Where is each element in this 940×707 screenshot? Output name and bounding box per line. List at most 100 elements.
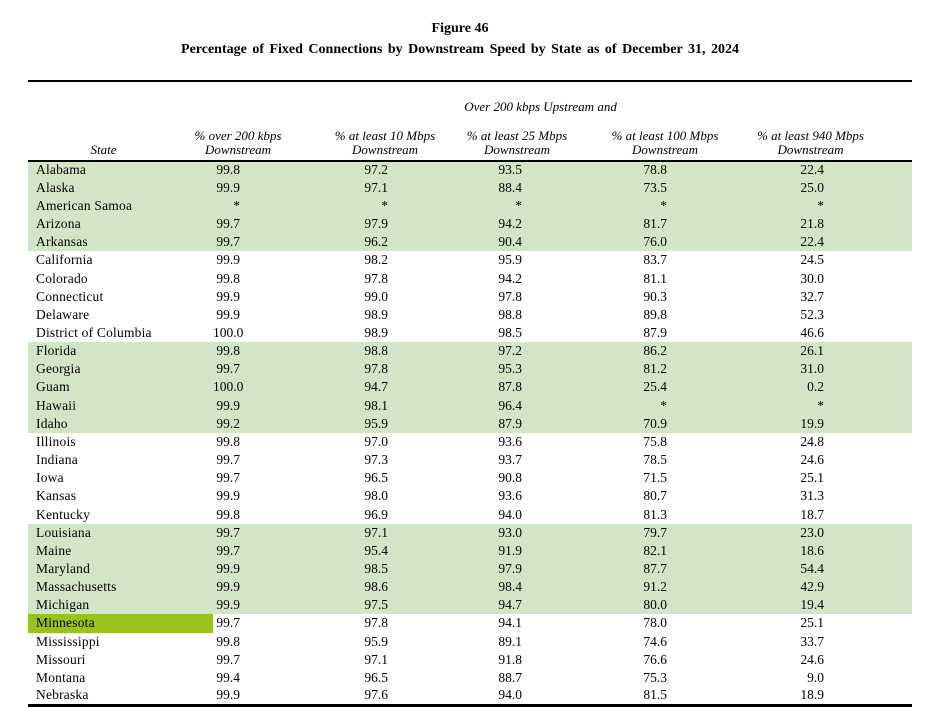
value-cell: 98.2 <box>364 252 388 268</box>
value-cell: 18.7 <box>800 506 825 522</box>
column-header-label: % at least 10 Mbps Downstream <box>334 127 436 157</box>
column-header: % at least 100 Mbps Downstream <box>591 127 737 161</box>
value-cell: 25.1 <box>800 615 825 631</box>
value-cell: 88.7 <box>498 669 522 685</box>
value-cell: 9.0 <box>807 669 825 685</box>
state-cell: Iowa <box>36 470 64 486</box>
state-cell: Michigan <box>36 597 90 613</box>
value-cell: 89.1 <box>498 633 522 649</box>
state-cell: Alaska <box>36 179 75 195</box>
value-cell: 99.9 <box>216 687 240 703</box>
value-cell: 98.5 <box>498 324 522 340</box>
value-cell: * <box>817 397 825 413</box>
value-cell: 96.2 <box>364 234 388 250</box>
value-cell: 81.7 <box>643 216 667 232</box>
state-cell: Illinois <box>36 433 76 449</box>
value-cell: 94.2 <box>498 270 522 286</box>
value-cell: 82.1 <box>643 542 667 558</box>
value-cell: 24.6 <box>800 452 825 468</box>
value-cell: 33.7 <box>800 633 825 649</box>
value-cell: 99.9 <box>216 306 240 322</box>
value-cell: 90.8 <box>498 470 522 486</box>
value-cell: * <box>515 197 522 213</box>
value-cell: 24.6 <box>800 651 825 667</box>
value-cell: 97.9 <box>498 561 522 577</box>
value-cell: 99.2 <box>216 415 240 431</box>
value-cell: 81.5 <box>643 687 667 703</box>
value-cell: 98.6 <box>364 579 388 595</box>
state-cell: American Samoa <box>36 197 133 213</box>
value-cell: 18.9 <box>800 687 825 703</box>
group-header-spacer <box>28 81 213 129</box>
value-cell: * <box>381 197 388 213</box>
state-cell: District of Columbia <box>36 324 152 340</box>
value-cell: 81.2 <box>643 361 667 377</box>
group-header-cell: Over 200 kbps Upstream and <box>213 81 912 129</box>
value-cell: 76.6 <box>643 651 667 667</box>
value-cell: 86.2 <box>643 343 667 359</box>
value-cell: 99.7 <box>216 470 240 486</box>
value-cell: 96.5 <box>364 470 388 486</box>
value-cell: 99.9 <box>216 288 240 304</box>
table-row: Mississippi 99.8 95.9 89.1 74.6 33.7 <box>28 633 912 651</box>
value-cell: 23.0 <box>800 524 825 540</box>
value-cell: 99.9 <box>216 561 240 577</box>
table-body: Alabama 99.8 97.2 93.5 78.8 22.4 Alaska 99.9 97.… <box>28 160 913 706</box>
value-cell: 18.6 <box>800 542 825 558</box>
value-cell: 83.7 <box>643 252 667 268</box>
value-cell: 99.8 <box>216 270 240 286</box>
value-cell: 95.9 <box>364 633 388 649</box>
state-cell: Idaho <box>36 415 68 431</box>
state-cell: Florida <box>36 343 77 359</box>
state-cell: Maine <box>36 542 72 558</box>
state-cell: Montana <box>36 669 86 685</box>
value-cell: 99.8 <box>216 506 240 522</box>
value-cell: 94.2 <box>498 216 522 232</box>
value-cell: 79.7 <box>643 524 667 540</box>
value-cell: 98.4 <box>498 579 522 595</box>
value-cell: 95.3 <box>498 361 522 377</box>
value-cell: 87.7 <box>643 561 667 577</box>
table-row: California 99.9 98.2 95.9 83.7 24.5 <box>28 251 912 269</box>
value-cell: 99.9 <box>216 179 240 195</box>
value-cell: 19.4 <box>800 597 825 613</box>
value-cell: 90.3 <box>643 288 667 304</box>
value-cell: 98.1 <box>364 397 388 413</box>
value-cell: 30.0 <box>800 270 825 286</box>
value-cell: 71.5 <box>643 470 667 486</box>
table-row: Colorado 99.8 97.8 94.2 81.1 30.0 <box>28 269 912 287</box>
value-cell: 98.9 <box>364 306 388 322</box>
value-cell: 99.7 <box>216 542 240 558</box>
value-cell: 87.9 <box>643 324 667 340</box>
table-row: Montana 99.4 96.5 88.7 75.3 9.0 <box>28 669 912 687</box>
state-cell: Delaware <box>36 306 90 322</box>
column-header: % over 200 kbps Downstream <box>194 128 311 161</box>
value-cell: 81.3 <box>643 506 667 522</box>
value-cell: 99.0 <box>364 288 388 304</box>
value-cell: 22.4 <box>800 234 825 250</box>
value-cell: 97.8 <box>364 270 388 286</box>
table-row: Florida 99.8 98.8 97.2 86.2 26.1 <box>28 342 913 361</box>
value-cell: 98.5 <box>364 561 388 577</box>
column-header-row: State % over 200 kbps Downstream % at leas… <box>28 127 912 161</box>
table-row: Nebraska 99.9 97.6 94.0 81.5 18.9 <box>28 687 912 705</box>
column-header-label: % at least 25 Mbps Downstream <box>466 127 568 157</box>
column-header-label: % at least 100 Mbps Downstream <box>611 127 719 157</box>
value-cell: 99.9 <box>216 488 240 504</box>
value-cell: 97.3 <box>364 452 388 468</box>
table-row: Connecticut 99.9 99.0 97.8 90.3 32.7 <box>28 288 912 306</box>
value-cell: 31.3 <box>800 488 825 504</box>
value-cell: 97.0 <box>364 433 388 449</box>
table-header: Over 200 kbps Upstream and State % over 2… <box>28 81 913 161</box>
table-row: Alaska 99.9 97.1 88.4 73.5 25.0 <box>28 178 913 197</box>
value-cell: 96.5 <box>364 669 388 685</box>
value-cell: 93.7 <box>498 452 522 468</box>
column-header-label: % at least 940 Mbps Downstream <box>757 127 864 157</box>
value-cell: 99.9 <box>216 397 240 413</box>
value-cell: 99.9 <box>216 579 240 595</box>
state-cell: Alabama <box>36 162 87 178</box>
value-cell: 93.6 <box>498 488 522 504</box>
value-cell: 97.2 <box>498 343 522 359</box>
value-cell: 24.8 <box>800 433 825 449</box>
value-cell: 97.8 <box>364 361 388 377</box>
